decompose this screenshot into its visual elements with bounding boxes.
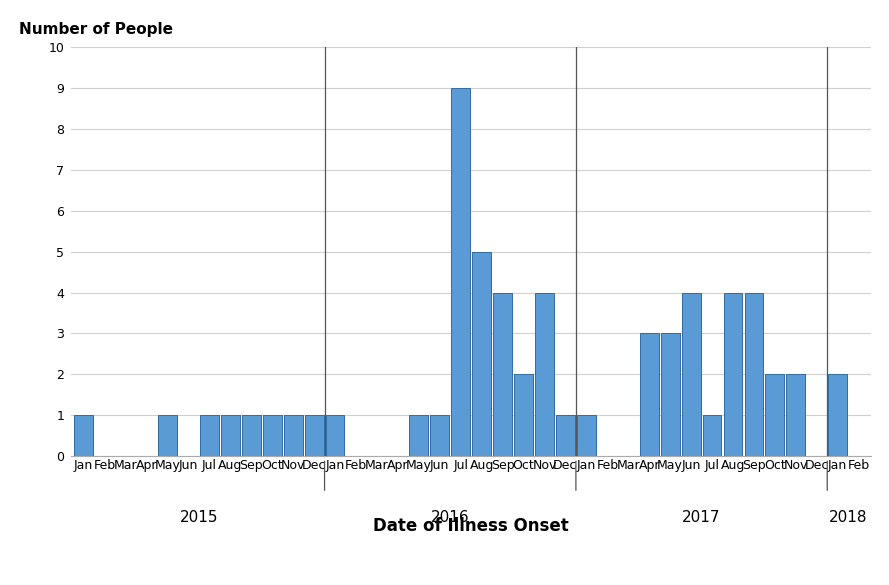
Bar <box>325 415 344 456</box>
Text: 2017: 2017 <box>683 510 721 525</box>
Bar <box>75 415 93 456</box>
Bar <box>284 415 302 456</box>
Bar <box>242 415 260 456</box>
Bar <box>682 292 701 456</box>
Bar <box>409 415 428 456</box>
Text: 2015: 2015 <box>180 510 218 525</box>
Bar <box>744 292 764 456</box>
Bar <box>472 252 491 456</box>
Bar <box>535 292 554 456</box>
Text: 2018: 2018 <box>829 510 868 525</box>
Bar <box>493 292 512 456</box>
Bar <box>452 88 470 456</box>
Bar <box>158 415 177 456</box>
Bar <box>200 415 219 456</box>
Bar <box>724 292 742 456</box>
Bar <box>430 415 449 456</box>
Bar <box>556 415 575 456</box>
Bar <box>661 333 679 456</box>
Bar <box>263 415 282 456</box>
X-axis label: Date of Illness Onset: Date of Illness Onset <box>373 517 569 535</box>
Bar <box>765 374 784 456</box>
Bar <box>787 374 805 456</box>
Text: 2016: 2016 <box>431 510 469 525</box>
Bar <box>514 374 533 456</box>
Bar <box>305 415 324 456</box>
Bar <box>640 333 659 456</box>
Bar <box>220 415 240 456</box>
Bar <box>702 415 722 456</box>
Text: Number of People: Number of People <box>20 22 173 37</box>
Bar <box>829 374 847 456</box>
Bar <box>577 415 596 456</box>
